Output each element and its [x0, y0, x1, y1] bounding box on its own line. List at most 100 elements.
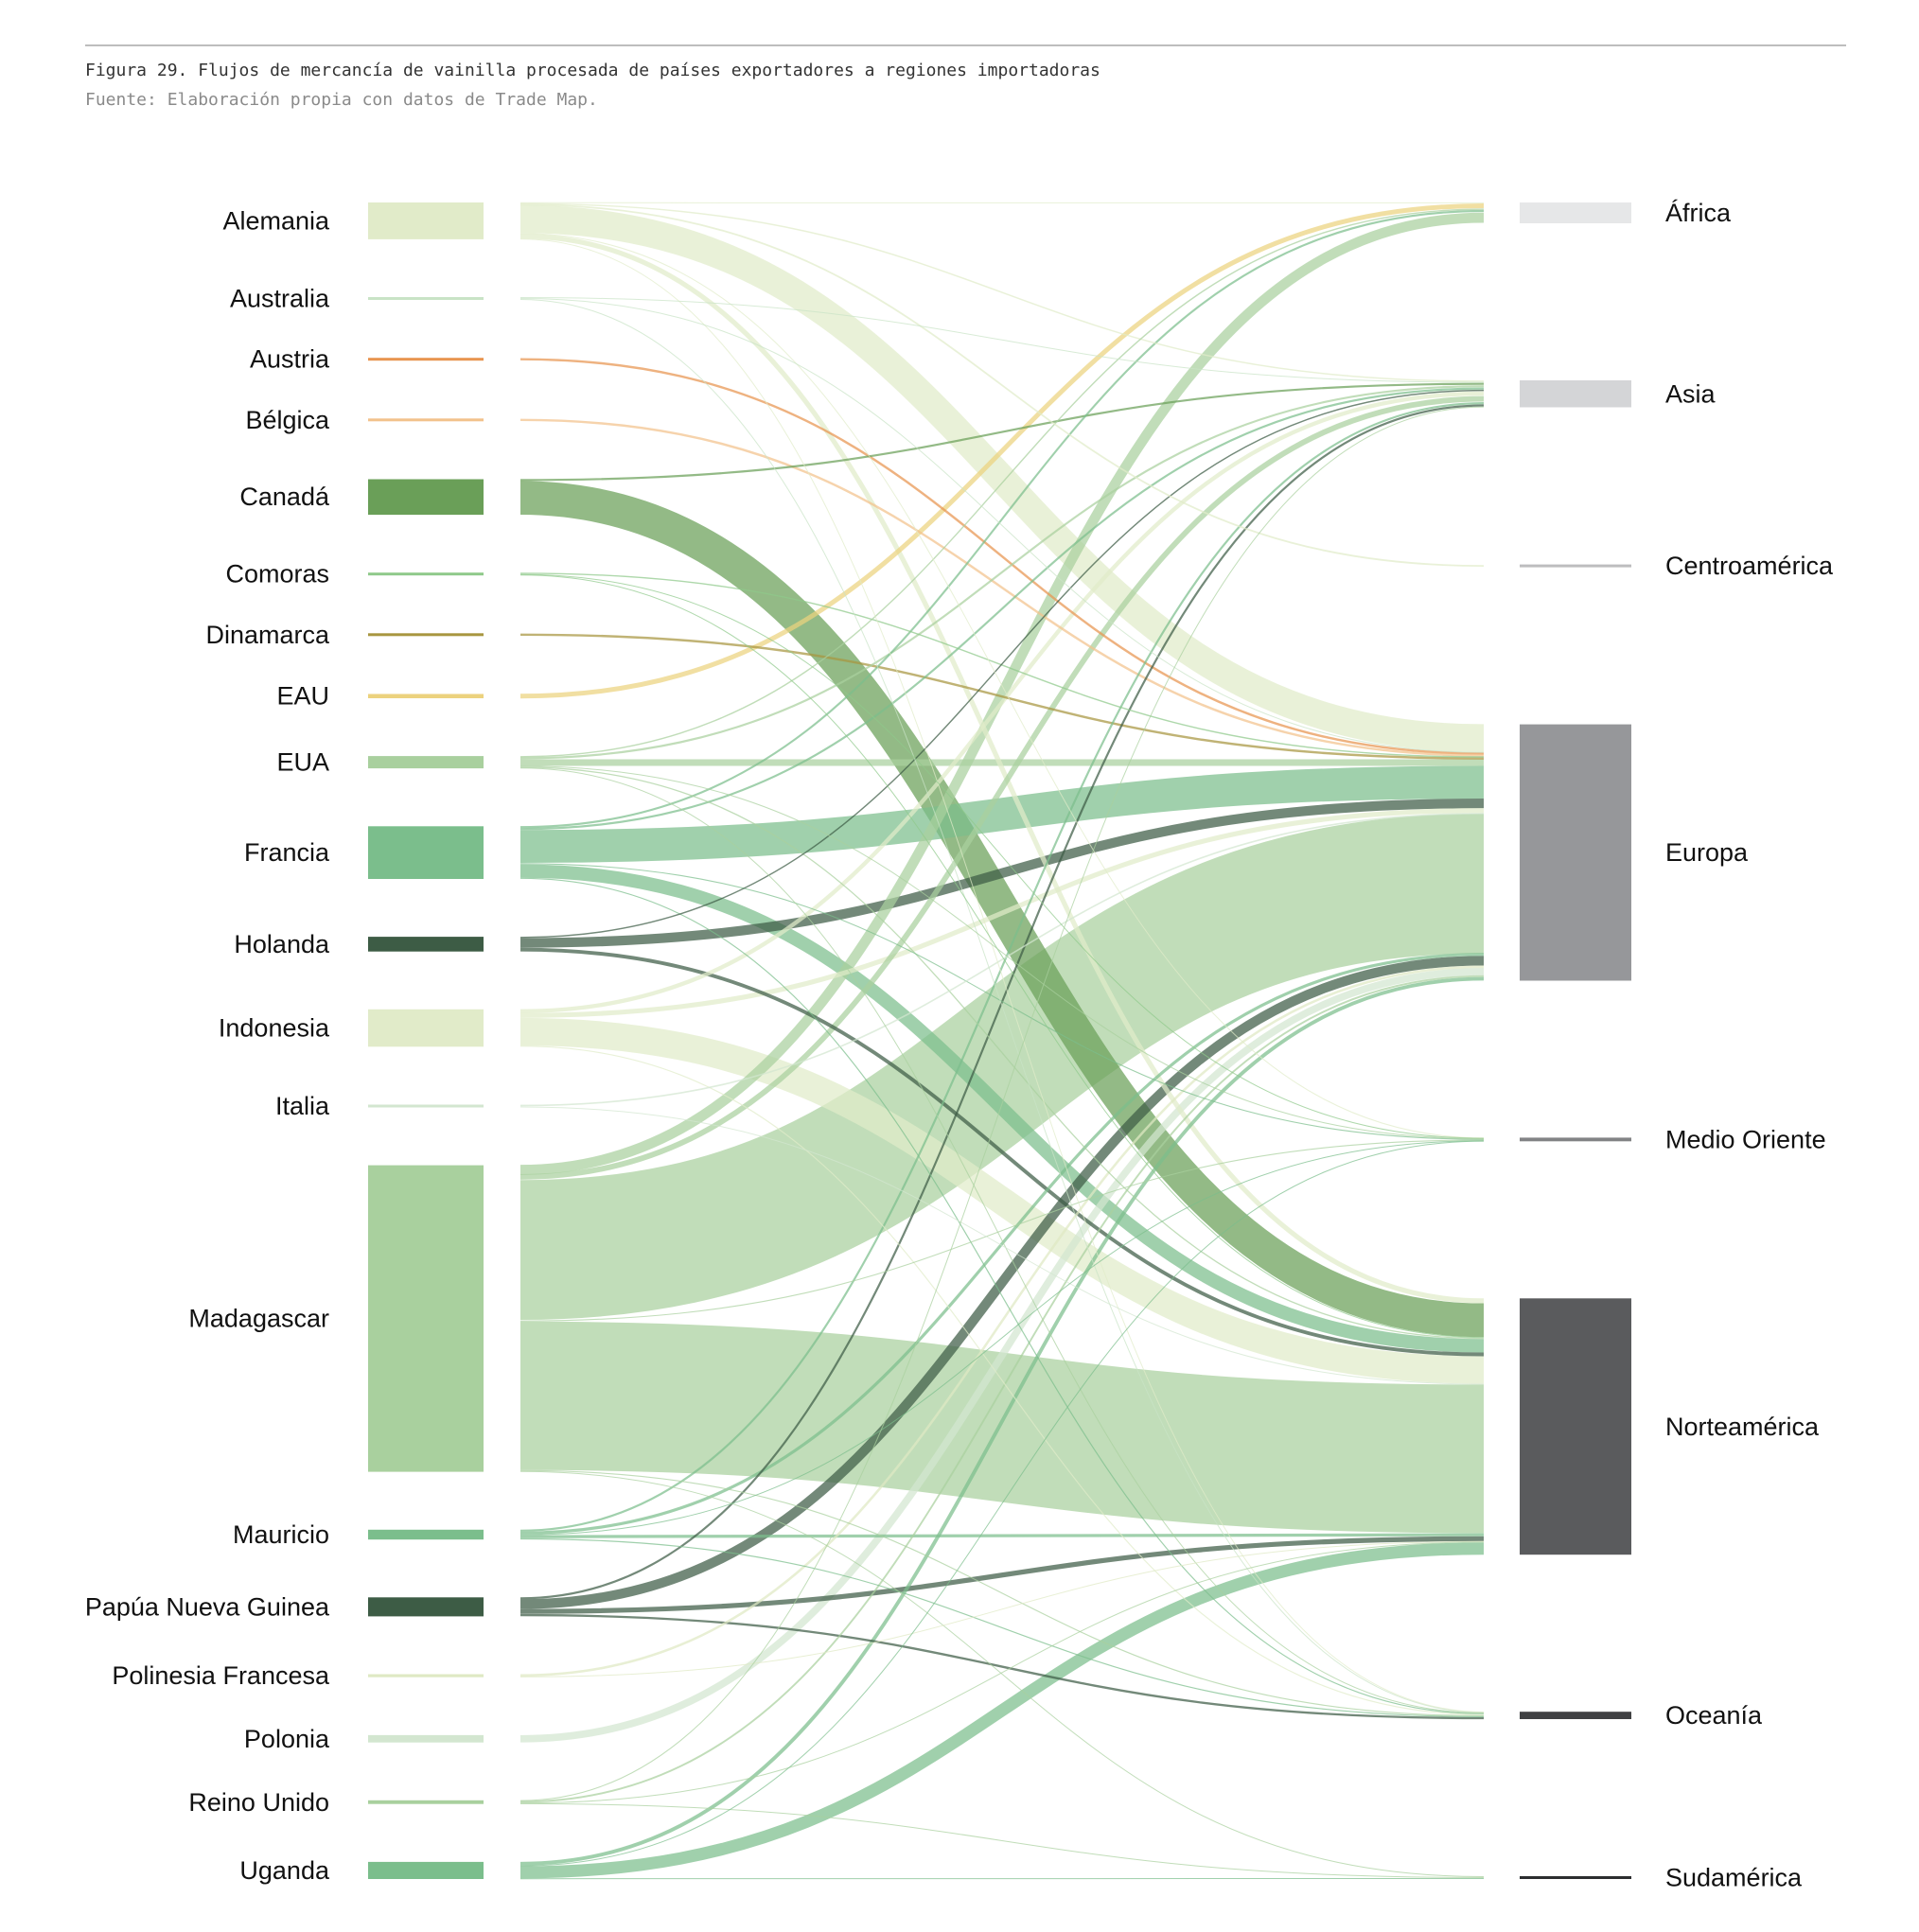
flow-link-reino-unido-to-europa	[519, 975, 1485, 1803]
flow-link-australia-to-europa	[519, 298, 1485, 753]
flow-link-polinesia-francesa-to-europa	[519, 965, 1485, 1677]
source-node-italia	[368, 1104, 484, 1108]
source-node-comoras	[368, 572, 484, 576]
source-label-mauricio: Mauricio	[233, 1520, 329, 1549]
flow-link-mauricio-to-medio-oriente	[519, 1140, 1485, 1536]
flow-link-eau-to-africa	[519, 202, 1485, 699]
target-nodes: África Asia Centroamérica Europa Medio Orien…	[1520, 199, 1834, 1892]
flow-link-madagascar-to-europa	[519, 813, 1485, 1321]
flow-link-eua-to-asia	[519, 385, 1485, 760]
source-label-dinamarca: Dinamarca	[205, 621, 330, 649]
source-label-belgica: Bélgica	[245, 406, 330, 434]
source-node-eua	[368, 756, 484, 769]
source-label-australia: Australia	[230, 285, 330, 313]
source-node-polinesia-francesa	[368, 1674, 484, 1677]
flow-link-madagascar-to-norteamerica	[519, 1321, 1485, 1534]
source-label-eua: EUA	[276, 748, 329, 777]
flow-link-reino-unido-to-asia	[519, 406, 1485, 1801]
flow-link-alemania-to-centroamerica	[519, 203, 1485, 568]
target-node-centroamerica	[1520, 564, 1631, 568]
flow-link-madagascar-to-sudamerica	[519, 1470, 1485, 1877]
target-label-africa: África	[1665, 199, 1732, 227]
source-node-dinamarca	[368, 633, 484, 637]
flow-link-dinamarca-to-europa	[519, 633, 1485, 760]
source-node-austria	[368, 358, 484, 361]
source-label-polinesia-francesa: Polinesia Francesa	[112, 1661, 330, 1690]
flow-link-polinesia-francesa-to-norteamerica	[519, 1540, 1485, 1677]
source-node-canada	[368, 479, 484, 516]
target-node-sudamerica	[1520, 1876, 1631, 1879]
source-label-comoras: Comoras	[225, 560, 329, 588]
flow-link-austria-to-europa	[519, 358, 1485, 755]
flow-link-comoras-to-europa	[519, 572, 1485, 758]
target-node-oceania	[1520, 1712, 1631, 1719]
source-node-uganda	[368, 1861, 484, 1879]
flow-link-australia-to-asia	[519, 297, 1485, 383]
flow-link-belgica-to-europa	[519, 418, 1485, 757]
figure-source: Fuente: Elaboración propia con datos de …	[85, 90, 598, 110]
flow-link-reino-unido-to-sudamerica	[519, 1802, 1485, 1878]
source-label-holanda: Holanda	[234, 930, 330, 958]
flow-link-francia-to-europa	[519, 765, 1485, 863]
flow-link-mauricio-to-oceania	[519, 1537, 1485, 1717]
target-label-oceania: Oceanía	[1665, 1701, 1763, 1730]
flow-link-comoras-to-medio-oriente	[519, 573, 1485, 1139]
flow-link-papua-nueva-guinea-to-europa	[519, 956, 1485, 1609]
flow-link-australia-to-oceania	[519, 299, 1485, 1713]
source-label-austria: Austria	[250, 345, 330, 374]
top-rule	[85, 44, 1846, 46]
target-node-medio-oriente	[1520, 1137, 1631, 1142]
source-node-eau	[368, 694, 484, 698]
source-node-belgica	[368, 418, 484, 422]
source-label-italia: Italia	[275, 1092, 330, 1120]
target-node-africa	[1520, 202, 1631, 223]
source-nodes: Alemania Australia Austria Bélgica Canadá Com…	[85, 202, 484, 1885]
flow-links	[519, 202, 1485, 1880]
flow-link-alemania-to-oceania	[519, 238, 1485, 1712]
flow-link-madagascar-to-oceania	[519, 1469, 1485, 1716]
flow-link-francia-to-asia	[519, 387, 1485, 831]
target-node-norteamerica	[1520, 1298, 1631, 1555]
target-label-norteamerica: Norteamérica	[1665, 1413, 1820, 1441]
flow-link-madagascar-to-africa	[519, 212, 1485, 1175]
source-node-alemania	[368, 202, 484, 239]
flow-link-holanda-to-asia	[519, 389, 1485, 939]
flow-link-holanda-to-europa	[519, 798, 1485, 948]
flow-link-madagascar-to-asia	[519, 395, 1485, 1180]
flow-link-italia-to-europa	[519, 813, 1485, 1107]
source-node-australia	[368, 297, 484, 300]
source-label-canada: Canadá	[239, 483, 330, 511]
flow-link-uganda-to-norteamerica	[519, 1542, 1485, 1879]
source-node-francia	[368, 826, 484, 879]
flow-link-italia-to-norteamerica	[519, 1106, 1485, 1385]
source-label-polonia: Polonia	[244, 1725, 330, 1753]
source-node-mauricio	[368, 1529, 484, 1540]
target-label-europa: Europa	[1665, 838, 1749, 867]
source-label-indonesia: Indonesia	[219, 1014, 330, 1043]
flow-link-papua-nueva-guinea-to-norteamerica	[519, 1536, 1485, 1614]
flow-link-madagascar-to-medio-oriente	[519, 1139, 1485, 1322]
flow-link-mauricio-to-europa	[519, 953, 1485, 1535]
flow-link-francia-to-oceania	[519, 877, 1485, 1714]
source-node-indonesia	[368, 1009, 484, 1047]
flow-link-alemania-to-asia	[519, 202, 1485, 382]
flow-link-indonesia-to-norteamerica	[519, 1017, 1485, 1384]
source-node-reino-unido	[368, 1800, 484, 1804]
flow-link-polonia-to-europa	[519, 968, 1485, 1743]
source-node-madagascar	[368, 1165, 484, 1472]
target-label-asia: Asia	[1665, 379, 1717, 408]
source-label-madagascar: Madagascar	[188, 1305, 329, 1333]
source-node-holanda	[368, 937, 484, 952]
flow-link-mauricio-to-norteamerica	[519, 1533, 1485, 1538]
flow-link-eua-to-medio-oriente	[519, 765, 1485, 1139]
target-label-centroamerica: Centroamérica	[1665, 552, 1834, 580]
flow-link-eua-to-oceania	[519, 767, 1485, 1713]
target-node-europa	[1520, 724, 1631, 981]
flow-link-comoras-to-norteamerica	[519, 574, 1485, 1339]
source-label-francia: Francia	[244, 838, 330, 867]
source-label-alemania: Alemania	[222, 206, 330, 235]
flow-link-reino-unido-to-norteamerica	[519, 1541, 1485, 1804]
flow-link-francia-to-norteamerica	[519, 864, 1485, 1353]
